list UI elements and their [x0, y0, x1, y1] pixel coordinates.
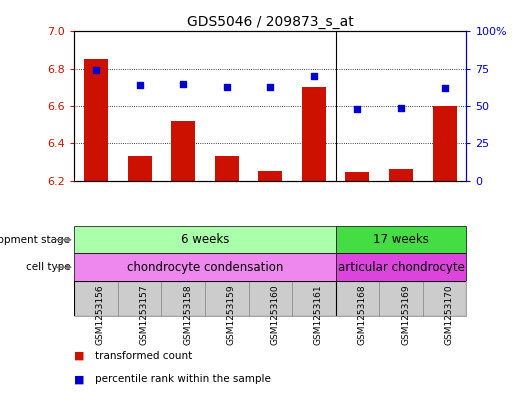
Bar — [128, 156, 152, 181]
Point — [353, 106, 361, 112]
Bar — [215, 156, 238, 181]
Bar — [335, 281, 379, 316]
Bar — [205, 281, 249, 316]
Bar — [423, 281, 466, 316]
Text: 6 weeks: 6 weeks — [181, 233, 229, 246]
Bar — [258, 171, 282, 181]
Bar — [84, 59, 108, 181]
Bar — [118, 281, 161, 316]
Text: percentile rank within the sample: percentile rank within the sample — [95, 374, 271, 384]
Text: ■: ■ — [74, 374, 85, 384]
Text: GSM1253170: GSM1253170 — [445, 285, 454, 345]
Text: ■: ■ — [74, 351, 85, 361]
Text: development stage: development stage — [0, 235, 70, 245]
Text: GSM1253156: GSM1253156 — [96, 285, 105, 345]
Text: 17 weeks: 17 weeks — [373, 233, 429, 246]
Point — [397, 105, 405, 111]
Bar — [74, 226, 335, 253]
Bar — [74, 253, 335, 281]
Point — [179, 81, 188, 87]
Bar — [302, 87, 326, 181]
Point — [310, 73, 318, 79]
Bar — [249, 281, 292, 316]
Text: GSM1253168: GSM1253168 — [357, 285, 366, 345]
Text: cell type: cell type — [25, 262, 70, 272]
Text: GSM1253160: GSM1253160 — [270, 285, 279, 345]
Point — [266, 84, 275, 90]
Point — [223, 84, 231, 90]
Bar — [335, 253, 466, 281]
Text: articular chondrocyte: articular chondrocyte — [338, 261, 464, 274]
Bar — [74, 281, 118, 316]
Bar — [161, 281, 205, 316]
Bar — [389, 169, 413, 181]
Text: transformed count: transformed count — [95, 351, 192, 361]
Bar — [379, 281, 423, 316]
Point — [135, 82, 144, 88]
Bar — [432, 106, 457, 181]
Text: chondrocyte condensation: chondrocyte condensation — [127, 261, 283, 274]
Text: GSM1253157: GSM1253157 — [139, 285, 148, 345]
Point — [440, 85, 449, 91]
Text: GSM1253161: GSM1253161 — [314, 285, 323, 345]
Text: GSM1253169: GSM1253169 — [401, 285, 410, 345]
Bar — [171, 121, 195, 181]
Bar — [292, 281, 335, 316]
Point — [92, 67, 100, 73]
Text: GSM1253158: GSM1253158 — [183, 285, 192, 345]
Text: GSM1253159: GSM1253159 — [227, 285, 236, 345]
Title: GDS5046 / 209873_s_at: GDS5046 / 209873_s_at — [187, 15, 354, 29]
Bar — [346, 173, 369, 181]
Bar — [335, 226, 466, 253]
